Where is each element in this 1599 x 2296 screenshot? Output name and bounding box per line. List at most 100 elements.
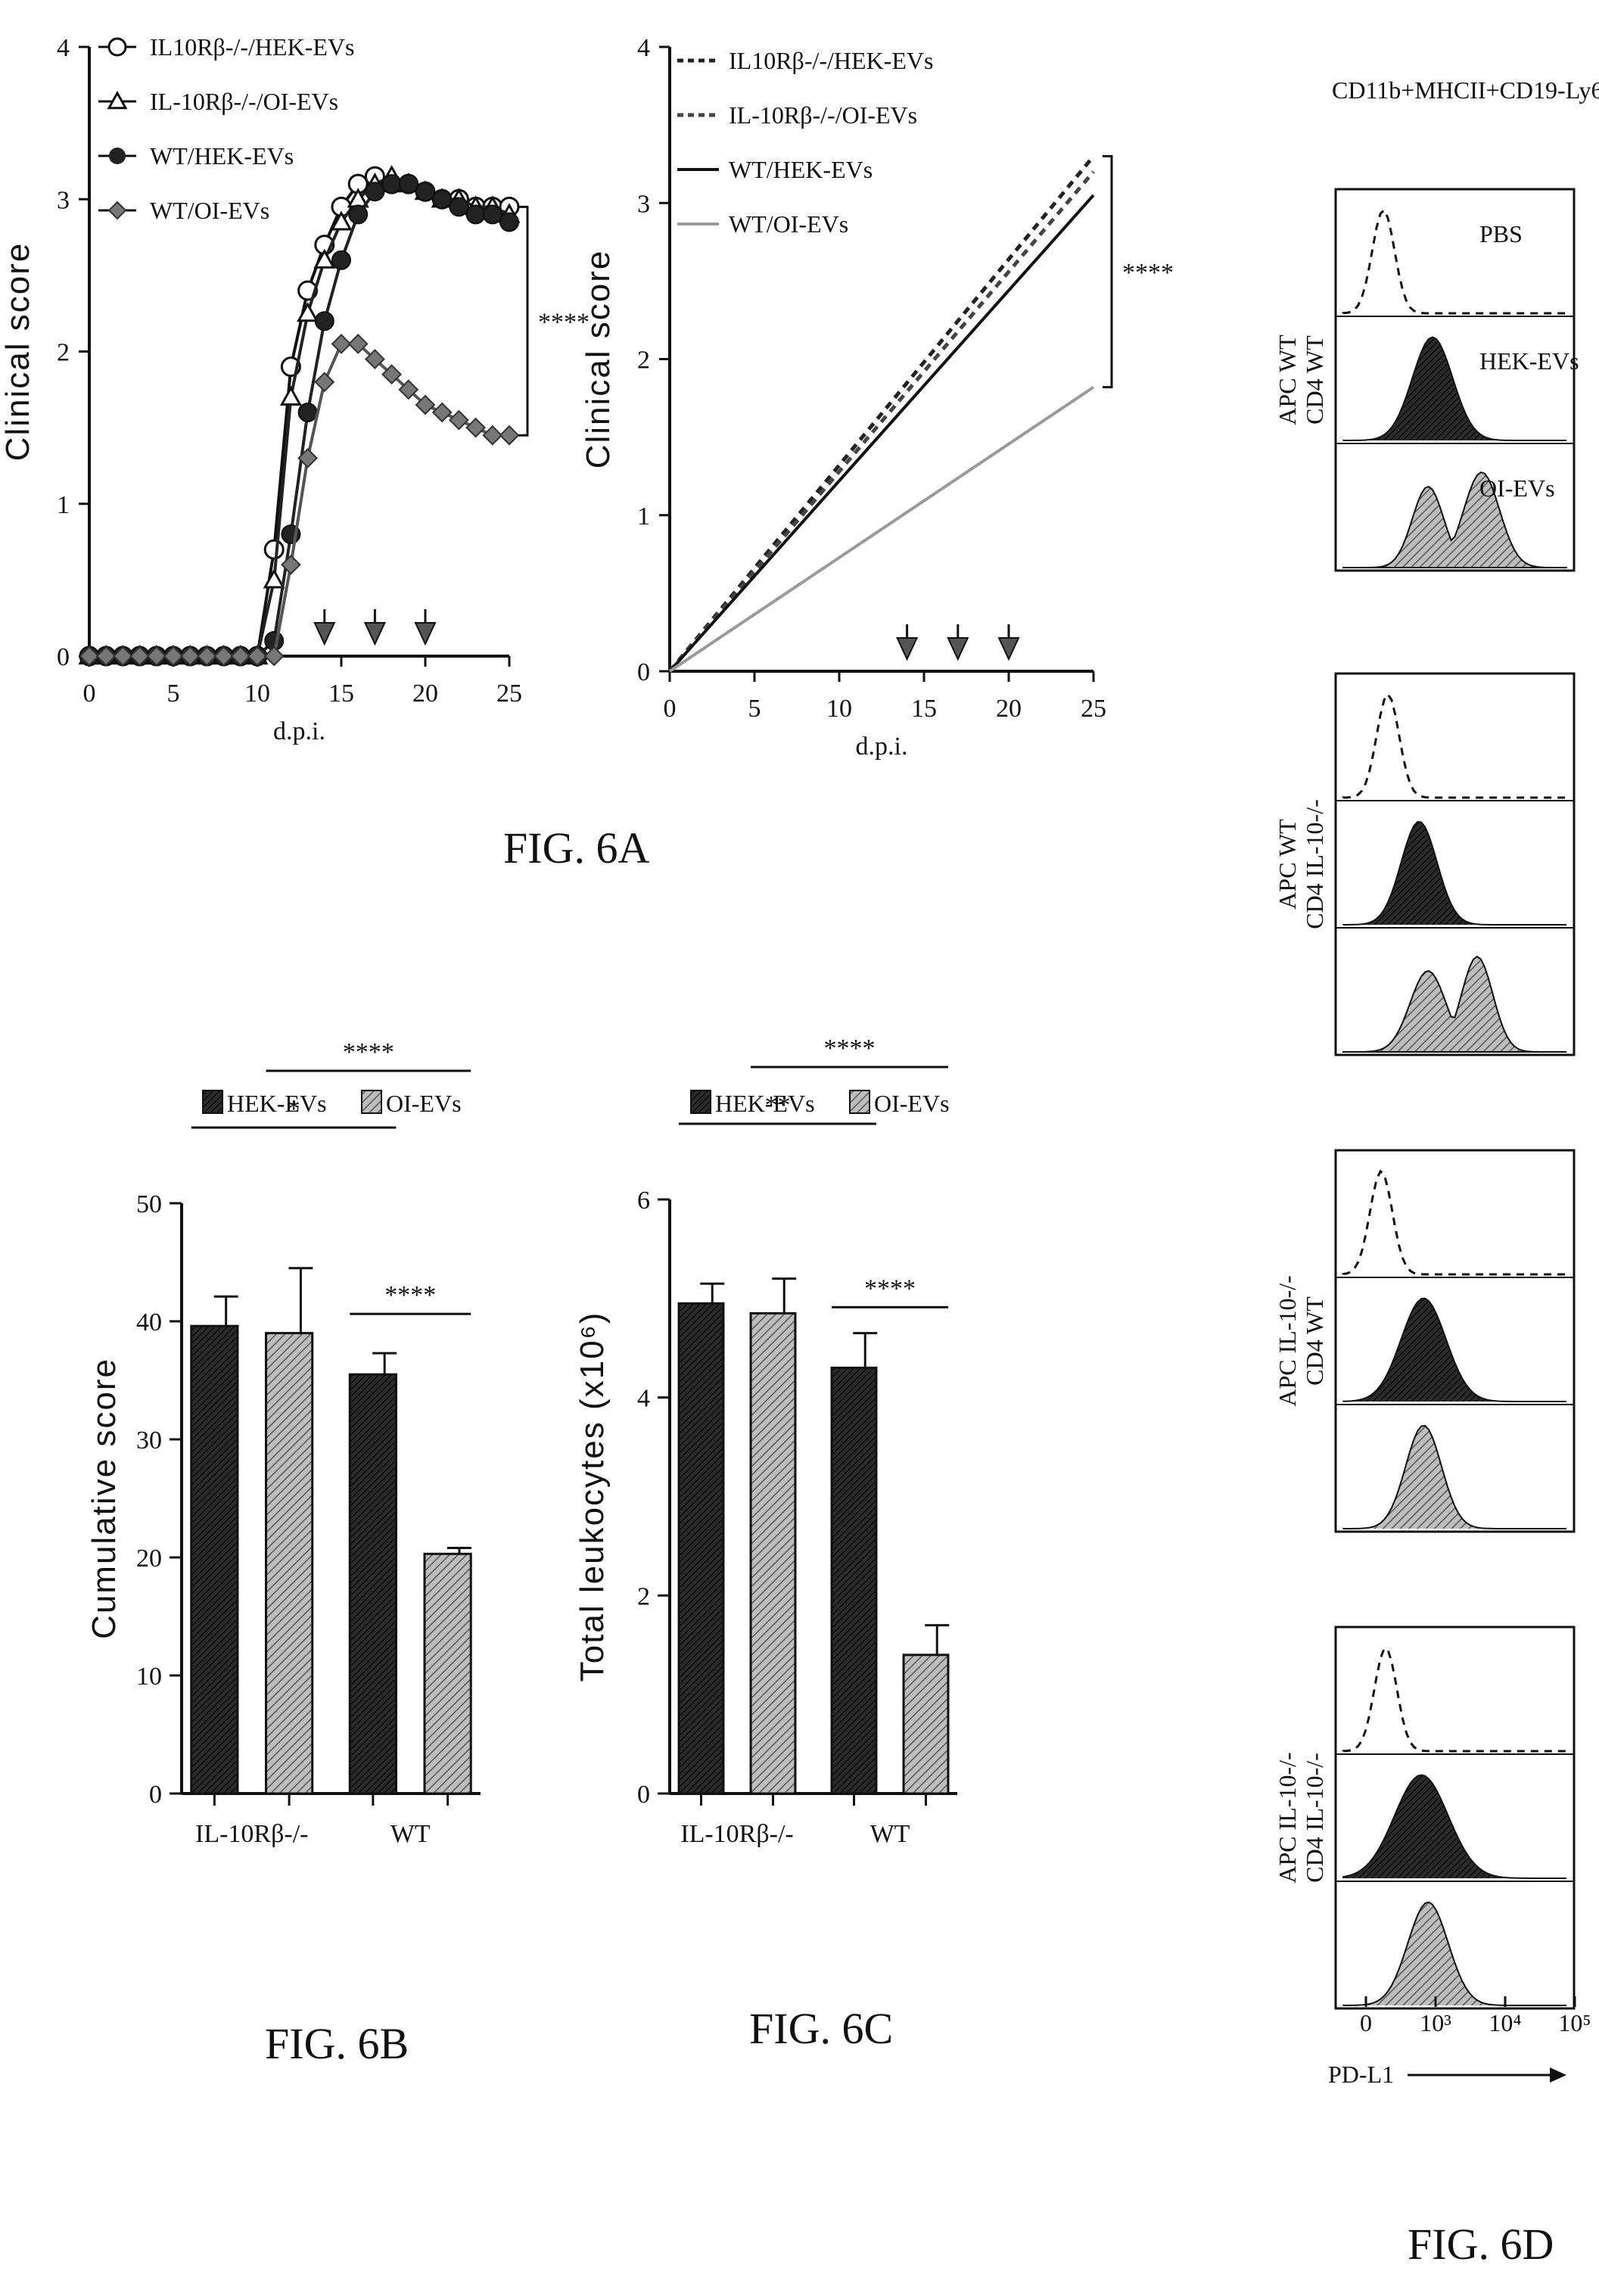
y-tick-label: 4 bbox=[637, 34, 650, 62]
x-tick-label: 20 bbox=[996, 695, 1022, 723]
data-point bbox=[179, 646, 201, 667]
data-point bbox=[381, 174, 402, 194]
fig6b-bar-chart: 0 10 20 30 40 50 Cumulative score IL-10Rβ-/- WT H… bbox=[86, 1038, 481, 1848]
y-tick-label: 10 bbox=[136, 1663, 162, 1691]
significance-label: **** bbox=[864, 1274, 916, 1302]
y-tick-label: 2 bbox=[637, 347, 650, 375]
bar-oi-evs bbox=[423, 1552, 472, 1795]
legend-label: IL-10Rβ-/-/OI-EVs bbox=[150, 88, 338, 115]
group-label: WT bbox=[390, 1820, 431, 1848]
data-point bbox=[415, 182, 435, 202]
histogram-title: CD11b+MHCII+CD19-Ly6g- bbox=[1332, 76, 1599, 104]
injection-arrow bbox=[947, 637, 969, 661]
block-label-line2: CD4 IL-10-/- bbox=[1301, 799, 1328, 929]
x-tick-label: 25 bbox=[496, 680, 522, 708]
data-point bbox=[449, 197, 469, 217]
x-axis-title: d.p.i. bbox=[273, 717, 325, 745]
legend-label: WT/HEK-EVs bbox=[729, 156, 873, 183]
significance-label: **** bbox=[384, 1281, 436, 1309]
bar-oi-evs bbox=[902, 1654, 950, 1795]
y-tick-label: 0 bbox=[57, 643, 70, 671]
data-point bbox=[146, 646, 167, 667]
y-tick-label: 3 bbox=[57, 186, 70, 214]
x-tick-label: 15 bbox=[911, 695, 937, 723]
data-point bbox=[398, 379, 419, 400]
legend-swatch bbox=[361, 1090, 382, 1114]
legend-marker bbox=[107, 90, 128, 110]
significance-label: **** bbox=[824, 1034, 876, 1062]
data-point bbox=[330, 210, 353, 231]
data-point bbox=[163, 646, 184, 667]
block-label-line2: CD4 WT bbox=[1301, 335, 1328, 425]
histogram-hatch bbox=[1343, 955, 1566, 1053]
x-tick-label: 20 bbox=[412, 680, 438, 708]
data-point bbox=[263, 646, 285, 667]
caption-fig6b: FIG. 6B bbox=[265, 2019, 409, 2068]
histogram-hatch bbox=[1342, 1424, 1566, 1529]
x-tick-label: 10⁵ bbox=[1558, 2009, 1591, 2036]
data-point bbox=[347, 334, 369, 354]
x-tick-label: 15 bbox=[328, 680, 354, 708]
series-line-2 bbox=[668, 194, 1095, 673]
legend-marker bbox=[109, 148, 126, 164]
x-axis-title: PD-L1 bbox=[1328, 2061, 1394, 2088]
caption-fig6d: FIG. 6D bbox=[1408, 2220, 1554, 2269]
bar-hek-evs bbox=[190, 1324, 239, 1795]
data-point bbox=[314, 372, 335, 393]
data-point bbox=[213, 646, 235, 667]
y-tick-label: 4 bbox=[57, 34, 70, 62]
legend-label: WT/OI-EVs bbox=[150, 197, 269, 224]
x-tick-label: 25 bbox=[1081, 695, 1106, 723]
data-point bbox=[432, 189, 453, 210]
x-tick-label: 10 bbox=[826, 695, 852, 723]
series-line-2 bbox=[89, 182, 510, 658]
block-label-line2: CD4 WT bbox=[1301, 1296, 1328, 1386]
data-point bbox=[482, 425, 503, 446]
data-point bbox=[331, 250, 351, 270]
histogram-pbs bbox=[1342, 1647, 1566, 1753]
x-tick-label: 0 bbox=[83, 680, 96, 708]
histogram-pbs bbox=[1342, 1169, 1566, 1276]
y-tick-label: 30 bbox=[136, 1426, 162, 1454]
histogram-dark bbox=[1342, 1774, 1566, 1879]
legend-label: WT/HEK-EVs bbox=[150, 142, 294, 170]
legend-swatch bbox=[202, 1090, 223, 1114]
significance-label: **** bbox=[538, 308, 590, 336]
y-axis-title: Clinical score bbox=[580, 250, 617, 469]
series-line-1 bbox=[668, 170, 1095, 673]
y-tick-label: 0 bbox=[637, 658, 650, 686]
data-point bbox=[297, 403, 318, 422]
x-tick-label: 10 bbox=[244, 680, 270, 708]
series-line-3 bbox=[89, 342, 509, 658]
fig6a-left-line-chart: 0 5 10 15 20 25 0 1 2 3 4 d.p.i. Clinical score IL10R… bbox=[0, 33, 590, 745]
histogram-hatch bbox=[1343, 471, 1567, 568]
histogram-block-frame bbox=[1334, 188, 1576, 572]
data-point bbox=[381, 364, 403, 385]
y-tick-label: 3 bbox=[637, 190, 650, 218]
fig6c-bar-chart: 0 2 4 6 Total leukocytes (x10⁶) IL-10Rβ-/- WT H… bbox=[574, 1034, 957, 1848]
y-axis-title: Cumulative score bbox=[86, 1358, 123, 1639]
block-label-line1: APC IL-10-/- bbox=[1274, 1752, 1301, 1883]
histogram-dark bbox=[1342, 1297, 1566, 1402]
data-point bbox=[465, 204, 486, 225]
x-tick-label: 0 bbox=[1360, 2009, 1372, 2036]
x-tick-label: 10⁴ bbox=[1489, 2009, 1521, 2036]
significance-label: ** bbox=[765, 1091, 791, 1119]
legend-swatch bbox=[690, 1090, 711, 1114]
bar-oi-evs bbox=[749, 1311, 797, 1795]
data-point bbox=[280, 554, 301, 575]
bar-hek-evs bbox=[348, 1373, 397, 1795]
block-label-line2: CD4 IL-10-/- bbox=[1301, 1753, 1328, 1883]
legend-label: OI-EVs bbox=[874, 1090, 950, 1117]
data-point bbox=[230, 646, 251, 667]
significance-label: **** bbox=[1122, 259, 1174, 287]
y-tick-label: 2 bbox=[57, 339, 70, 367]
injection-arrow bbox=[363, 622, 386, 646]
legend-label: OI-EVs bbox=[386, 1090, 462, 1117]
x-tick-label: 10³ bbox=[1420, 2009, 1451, 2036]
data-point bbox=[95, 646, 117, 667]
series-line-3 bbox=[668, 385, 1095, 673]
injection-arrow bbox=[896, 637, 919, 661]
data-point bbox=[247, 646, 268, 667]
